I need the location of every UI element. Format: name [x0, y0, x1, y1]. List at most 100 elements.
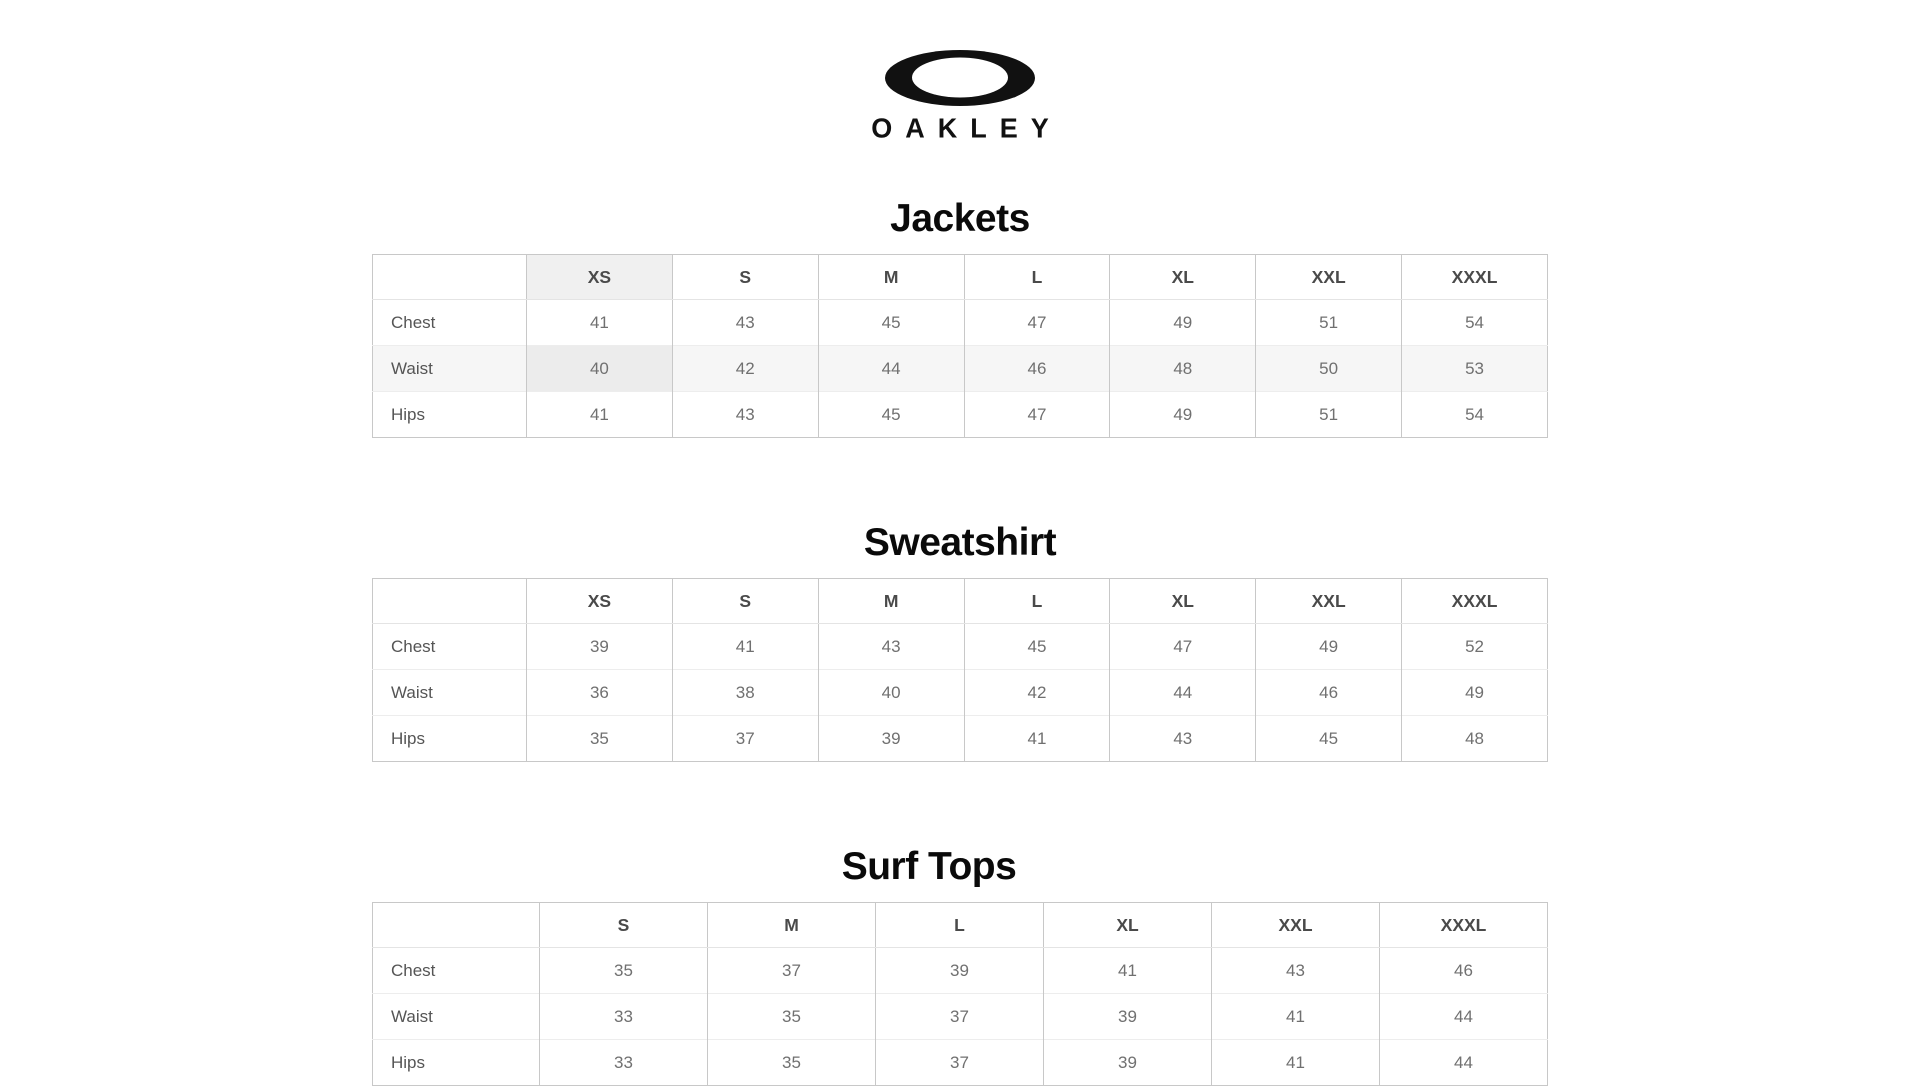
section-jackets: Jackets XS S M L XL XXL XXXL Chest 41 43 45 47 49 51 5… — [372, 198, 1548, 438]
table-row-hips: Hips 33 35 37 39 41 44 — [372, 1039, 1548, 1086]
size-value-cell: 48 — [1109, 345, 1256, 392]
size-header-s: S — [671, 254, 819, 300]
size-value-cell: 35 — [526, 715, 673, 762]
size-header-m: M — [817, 578, 965, 624]
size-value-cell: 35 — [707, 1039, 876, 1086]
size-value-cell: 37 — [671, 715, 819, 762]
size-value-cell: 50 — [1255, 345, 1402, 392]
section-surf-tops: Surf Tops S M L XL XXL XXXL Chest 35 37 39 41 43 46 W… — [372, 846, 1548, 1086]
oakley-ellipse-icon — [885, 50, 1035, 106]
size-value-cell: 44 — [817, 345, 965, 392]
size-value-cell: 42 — [671, 345, 819, 392]
size-value-cell: 41 — [1211, 993, 1380, 1040]
table-row-waist: Waist 33 35 37 39 41 44 — [372, 993, 1548, 1040]
table-row-hips: Hips 41 43 45 47 49 51 54 — [372, 391, 1548, 438]
size-header-xxl: XXL — [1211, 902, 1380, 948]
size-header-xl: XL — [1109, 254, 1256, 300]
size-value-cell: 51 — [1255, 391, 1402, 438]
size-value-cell: 41 — [526, 299, 673, 346]
size-value-cell: 33 — [539, 993, 708, 1040]
table-row-waist: Waist 36 38 40 42 44 46 49 — [372, 669, 1548, 716]
size-value-cell: 39 — [1043, 1039, 1212, 1086]
size-value-cell: 49 — [1401, 669, 1548, 716]
table-row-chest: Chest 41 43 45 47 49 51 54 — [373, 299, 1548, 346]
section-title-surf-tops: Surf Tops — [841, 845, 1017, 888]
size-value-cell: 47 — [963, 391, 1110, 438]
size-value-cell: 41 — [526, 391, 673, 438]
header-row: XS S M L XL XXL XXXL — [372, 578, 1548, 624]
size-value-cell: 49 — [1109, 299, 1256, 346]
corner-cell — [372, 578, 527, 624]
size-value-cell: 39 — [526, 623, 673, 670]
size-header-xxxl: XXXL — [1379, 902, 1548, 948]
size-header-xxl: XXL — [1255, 578, 1402, 624]
size-value-cell: 33 — [539, 1039, 708, 1086]
size-value-cell: 46 — [1379, 947, 1548, 994]
size-value-cell: 46 — [963, 345, 1110, 392]
row-label: Hips — [372, 391, 527, 438]
size-header-xxxl: XXXL — [1401, 578, 1548, 624]
size-value-cell: 52 — [1401, 623, 1548, 670]
table-row-chest: Chest 39 41 43 45 47 49 52 — [373, 623, 1548, 670]
row-label: Chest — [391, 312, 436, 332]
row-label: Hips — [372, 1039, 540, 1086]
brand-wordmark: OAKLEY — [871, 112, 1062, 144]
table-row-hips: Hips 35 37 39 41 43 45 48 — [372, 715, 1548, 762]
size-value-cell: 41 — [1211, 1039, 1380, 1086]
table-row-chest: Chest 35 37 39 41 43 46 — [373, 947, 1548, 994]
size-value-cell: 54 — [1401, 391, 1548, 438]
size-value-cell: 44 — [1379, 993, 1548, 1040]
section-title-sweatshirt: Sweatshirt — [863, 521, 1057, 564]
header-row: XS S M L XL XXL XXXL — [372, 254, 1548, 300]
size-value-cell: 37 — [875, 993, 1044, 1040]
size-header-xs: XS — [526, 254, 673, 300]
size-value-cell: 40 — [817, 669, 965, 716]
size-header-m: M — [817, 254, 965, 300]
size-value-cell: 41 — [963, 715, 1110, 762]
size-chart-page: OAKLEY Jackets XS S M L XL XXL XXXL Chest 41 43 45… — [372, 0, 1548, 1086]
size-header-l: L — [963, 578, 1110, 624]
size-value-cell: 37 — [875, 1039, 1044, 1086]
size-value-cell: 43 — [1211, 947, 1380, 994]
row-label: Waist — [372, 345, 527, 392]
row-label: Chest — [391, 960, 436, 980]
header-row: S M L XL XXL XXXL — [372, 902, 1548, 948]
size-value-cell: 44 — [1109, 669, 1256, 716]
size-value-cell: 41 — [1043, 947, 1212, 994]
size-value-cell: 49 — [1109, 391, 1256, 438]
size-value-cell: 36 — [526, 669, 673, 716]
size-value-cell: 42 — [963, 669, 1110, 716]
brand-header: OAKLEY — [372, 0, 1548, 144]
size-value-cell: 43 — [671, 299, 819, 346]
size-value-cell: 44 — [1379, 1039, 1548, 1086]
size-table-jackets: XS S M L XL XXL XXXL Chest 41 43 45 47 49 51 54 Waist 40… — [372, 254, 1548, 438]
size-header-s: S — [539, 902, 708, 948]
size-header-l: L — [963, 254, 1110, 300]
size-value-cell: 37 — [707, 947, 876, 994]
size-header-xs: XS — [526, 578, 673, 624]
size-value-cell: 45 — [817, 391, 965, 438]
size-value-cell: 46 — [1255, 669, 1402, 716]
size-value-cell: 45 — [817, 299, 965, 346]
size-value-cell: 39 — [875, 947, 1044, 994]
size-header-l: L — [875, 902, 1044, 948]
size-value-cell: 53 — [1401, 345, 1548, 392]
size-value-cell: 39 — [817, 715, 965, 762]
size-value-cell: 43 — [671, 391, 819, 438]
row-label: Waist — [372, 669, 527, 716]
size-header-xl: XL — [1109, 578, 1256, 624]
size-table-sweatshirt: XS S M L XL XXL XXXL Chest 39 41 43 45 47 49 52 Waist 36… — [372, 578, 1548, 762]
size-header-xl: XL — [1043, 902, 1212, 948]
size-value-cell: 43 — [817, 623, 965, 670]
row-label: Waist — [372, 993, 540, 1040]
size-value-cell: 35 — [707, 993, 876, 1040]
size-value-cell: 40 — [526, 345, 673, 392]
size-value-cell: 45 — [963, 623, 1110, 670]
section-sweatshirt: Sweatshirt XS S M L XL XXL XXXL Chest 39 41 43 45 47… — [372, 522, 1548, 762]
table-row-waist: Waist 40 42 44 46 48 50 53 — [372, 345, 1548, 392]
size-value-cell: 54 — [1401, 299, 1548, 346]
size-value-cell: 45 — [1255, 715, 1402, 762]
row-label: Hips — [372, 715, 527, 762]
size-value-cell: 47 — [1109, 623, 1256, 670]
corner-cell — [372, 254, 527, 300]
